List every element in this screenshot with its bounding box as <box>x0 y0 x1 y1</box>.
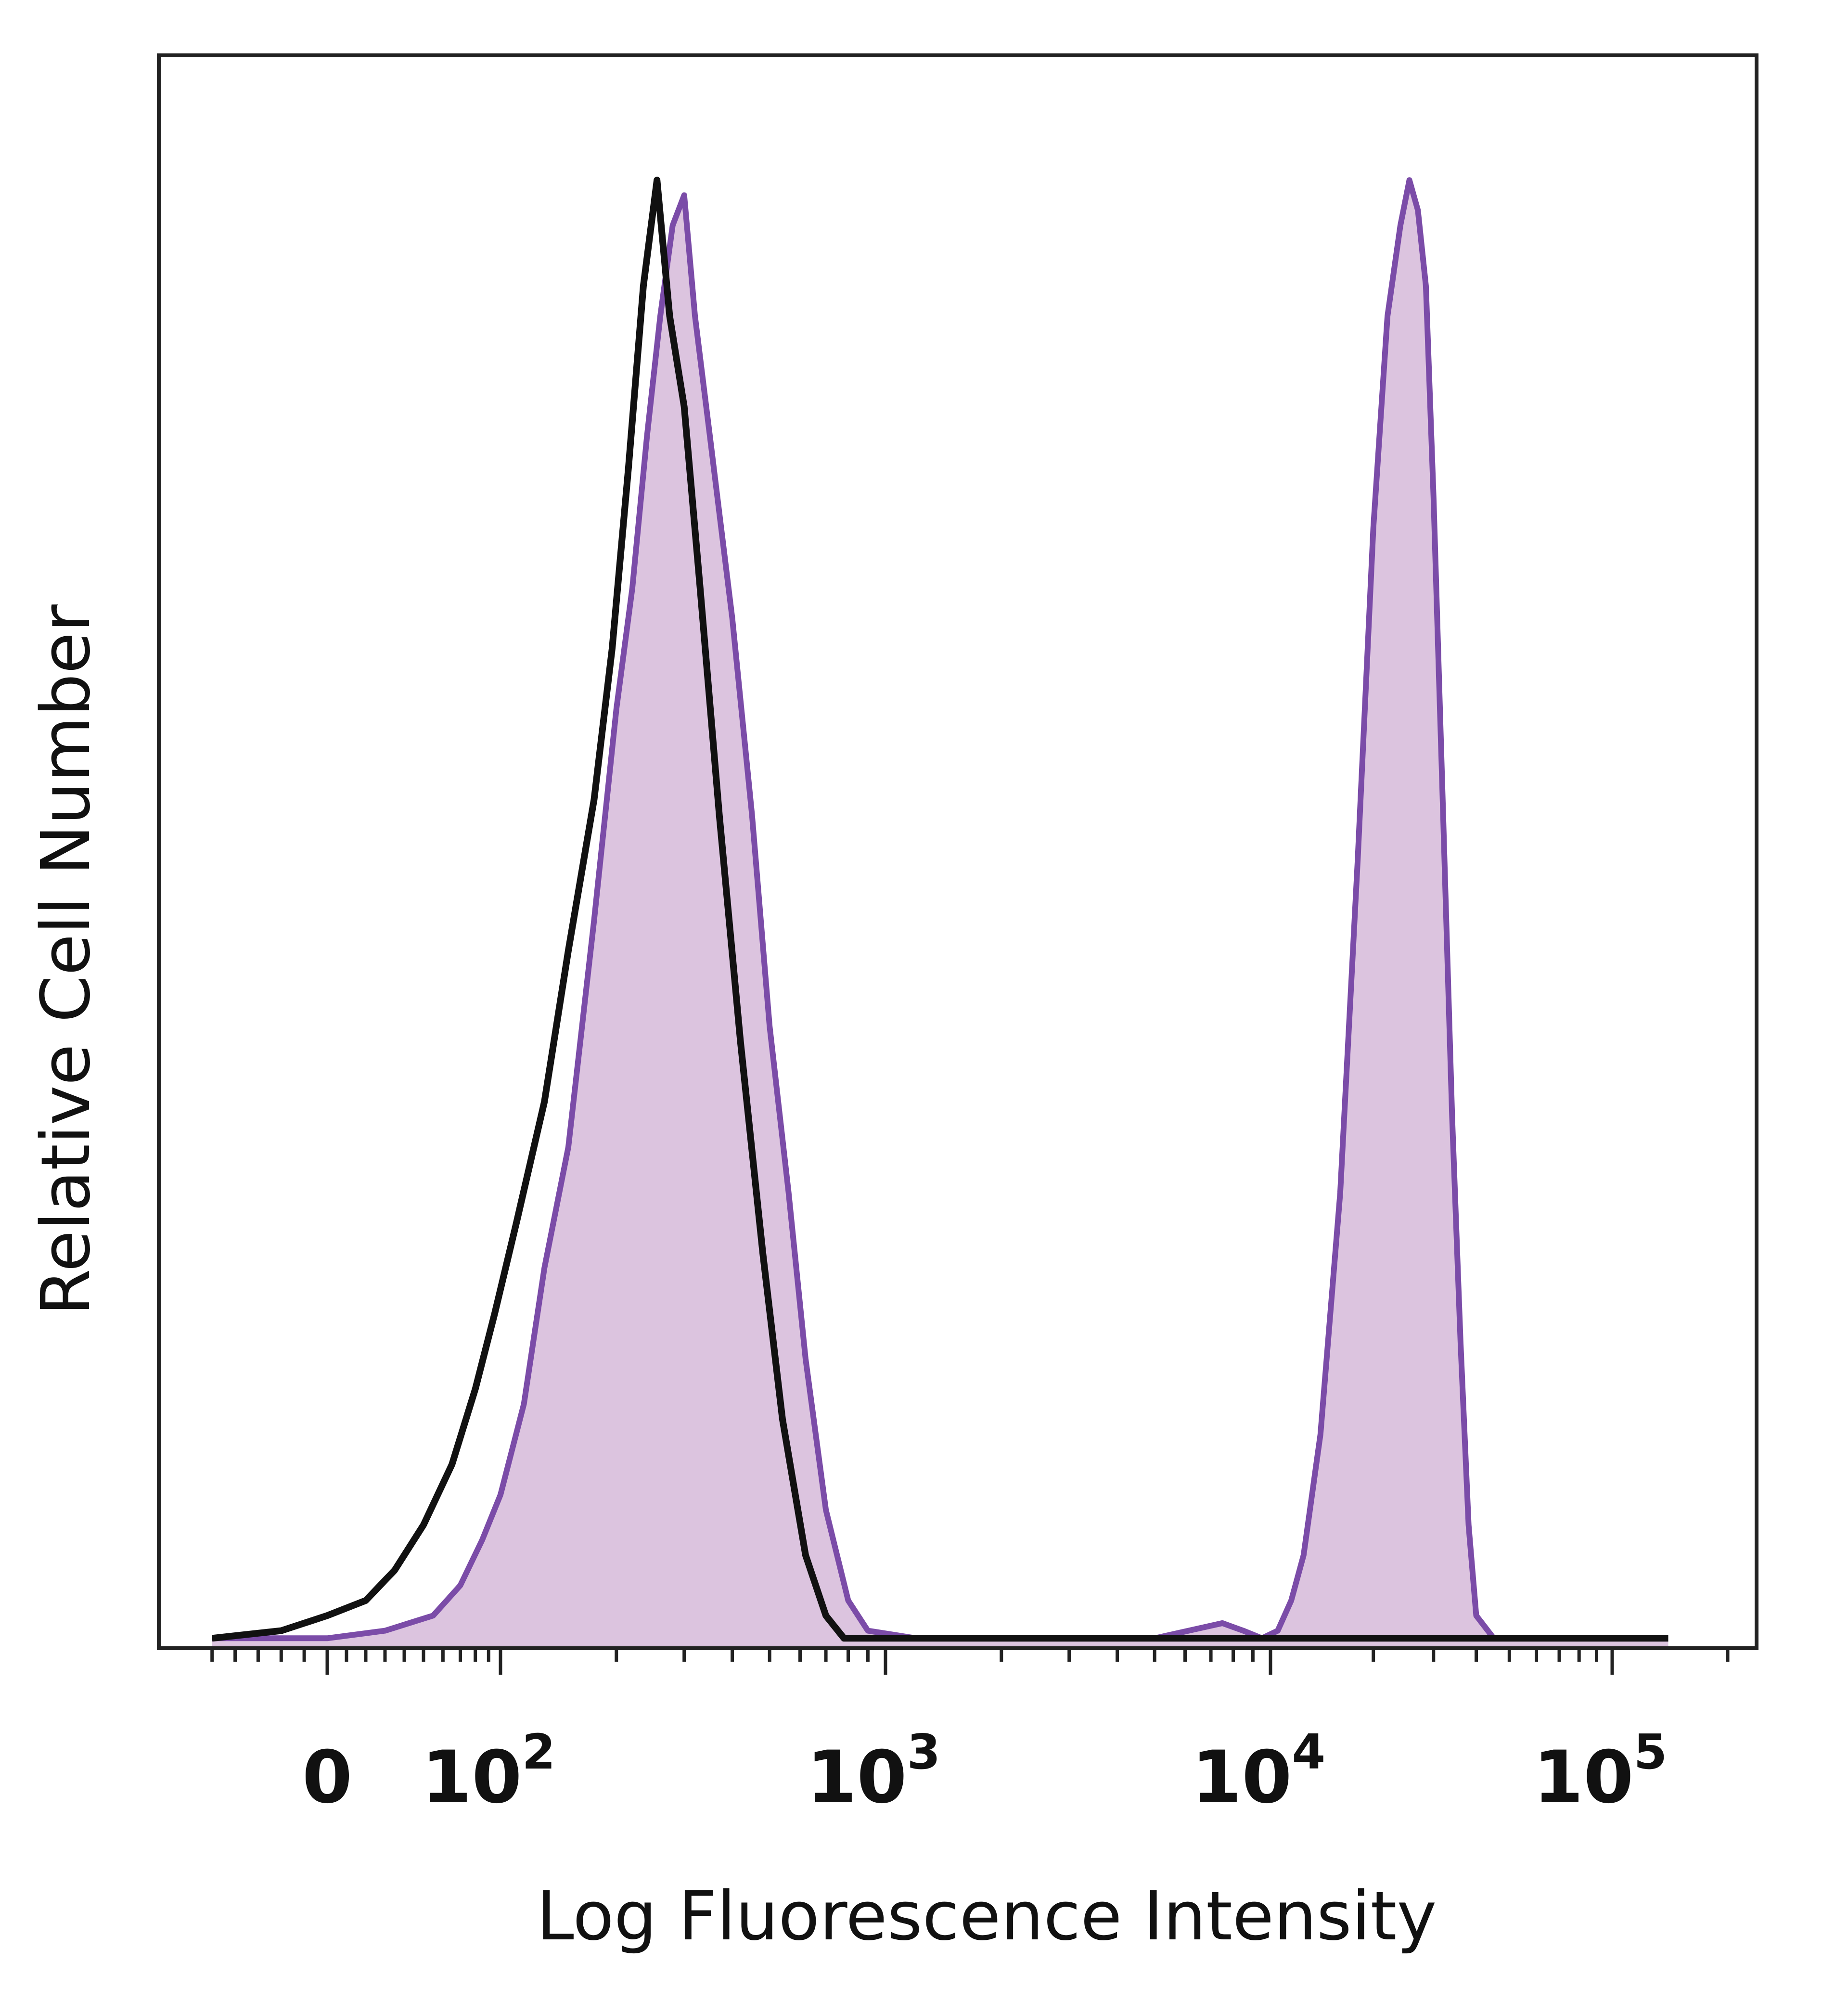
x-axis-tick-labels: 0 102 103 104 105 <box>302 1724 1667 1820</box>
x-tick-label: 0 <box>302 1736 352 1820</box>
series-layer <box>211 177 1668 1646</box>
x-axis-ticks <box>210 1648 1730 1675</box>
series-0-area <box>212 180 1668 1646</box>
plot-frame <box>157 53 1758 1650</box>
plot-background <box>159 55 1757 1648</box>
y-axis-label: Relative Cell Number <box>27 604 105 1316</box>
x-tick-label: 105 <box>1533 1724 1667 1820</box>
x-tick-label: 102 <box>422 1724 555 1820</box>
series-1-line <box>211 177 1668 1642</box>
x-tick-label: 104 <box>1192 1724 1325 1820</box>
x-axis-label: Log Fluorescence Intensity <box>537 1877 1437 1956</box>
x-tick-label: 103 <box>807 1724 940 1820</box>
